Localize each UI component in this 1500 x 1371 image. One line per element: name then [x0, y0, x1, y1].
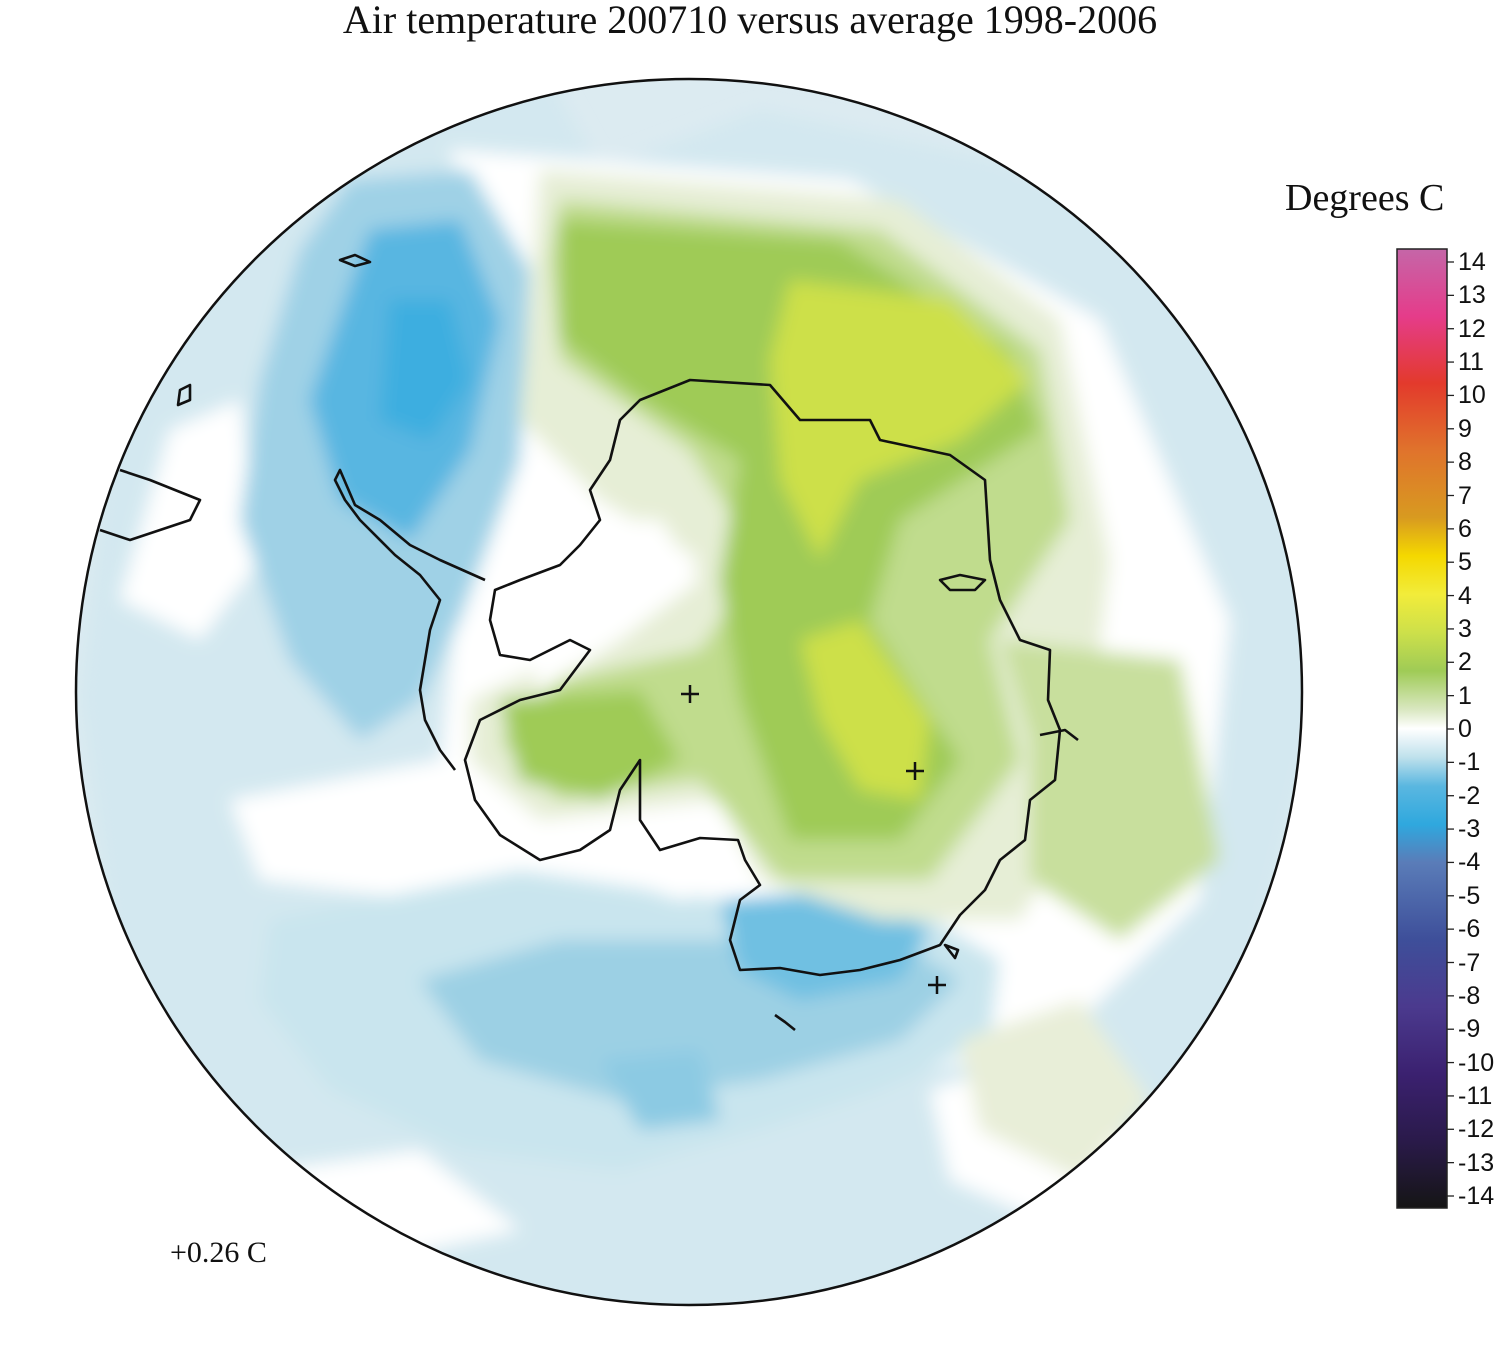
colorbar-tick-label: 9 — [1458, 414, 1472, 443]
colorbar-tick-label: -7 — [1458, 948, 1481, 977]
colorbar-tick-label: 1 — [1458, 681, 1472, 710]
mean-anomaly-label: +0.26 C — [170, 1236, 267, 1269]
map-boundary — [74, 77, 1304, 1307]
colorbar-tick-label: 14 — [1458, 248, 1486, 276]
colorbar-tick-label: -4 — [1458, 848, 1481, 877]
colorbar-tick-label: 11 — [1458, 348, 1484, 377]
colorbar-tick-label: -6 — [1458, 915, 1481, 944]
colorbar-tick-label: 7 — [1458, 481, 1472, 510]
colorbar-tick-label: 10 — [1458, 381, 1486, 410]
island-6 — [938, 573, 987, 592]
colorbar-tick-label: -3 — [1458, 815, 1481, 844]
colorbar-tick-label: 2 — [1458, 648, 1472, 677]
colorbar-tick-label: -8 — [1458, 981, 1481, 1010]
island-1 — [338, 253, 372, 268]
map-title: Air temperature 200710 versus average 19… — [342, 0, 1158, 42]
colorbar-tick-label: -14 — [1458, 1182, 1495, 1210]
colorbar-tick-label: -10 — [1458, 1048, 1495, 1077]
colorbar-tick-label: -11 — [1458, 1081, 1493, 1110]
station-cross — [928, 976, 946, 994]
south-america-coastline — [99, 468, 202, 542]
colorbar-tick-label: -2 — [1458, 781, 1481, 810]
map-markers — [681, 685, 946, 994]
colorbar-tick-label: -5 — [1458, 881, 1481, 910]
colorbar-tick-label: 13 — [1458, 281, 1486, 310]
colorbar-gradient — [1396, 248, 1448, 1209]
island-4 — [943, 943, 960, 960]
colorbar-tick-label: -1 — [1458, 748, 1481, 777]
antarctica-coastline — [463, 378, 1062, 977]
colorbar-tick-label: -12 — [1458, 1115, 1495, 1144]
colorbar-tick-label: 5 — [1458, 548, 1472, 577]
island-5 — [1039, 728, 1079, 742]
station-cross — [906, 762, 924, 780]
pole-cross — [681, 685, 699, 703]
legend-title: Degrees C — [1285, 177, 1445, 219]
coastlines — [99, 253, 1079, 1032]
colorbar-tick-label: 6 — [1458, 514, 1472, 543]
colorbar-tick-label: 8 — [1458, 448, 1472, 477]
colorbar-tick-label: 0 — [1458, 715, 1472, 743]
colorbar-tick-label: 4 — [1458, 581, 1472, 610]
colorbar-tick-label: 3 — [1458, 614, 1472, 643]
colorbar-tick-label: -9 — [1458, 1015, 1481, 1044]
colorbar — [1396, 248, 1454, 1209]
peninsula-coastline — [333, 468, 486, 771]
colorbar-tick-label: -13 — [1458, 1148, 1495, 1177]
island-3 — [774, 1013, 796, 1032]
colorbar-tick-label: 12 — [1458, 314, 1486, 343]
island-2 — [176, 383, 192, 407]
